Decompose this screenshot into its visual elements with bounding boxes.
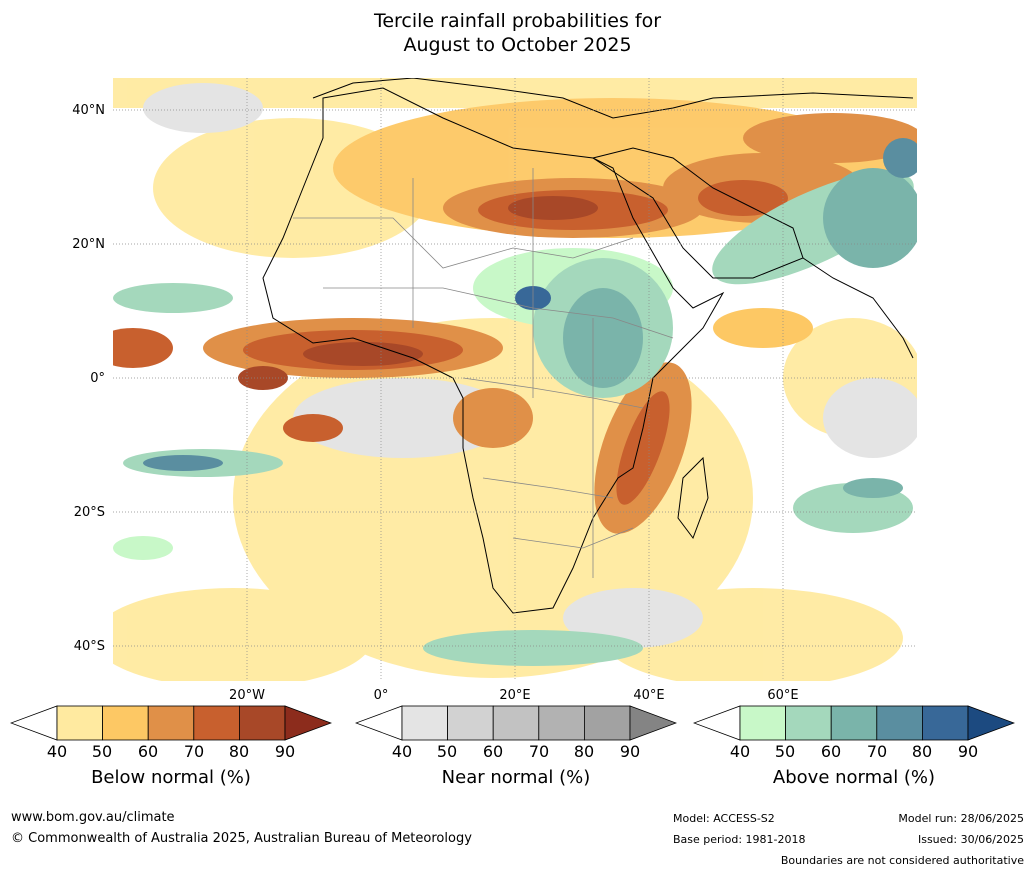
above-normal-tick: 70 [866, 742, 888, 761]
colorbar-low-end [354, 705, 403, 741]
colorbar-swatch [583, 705, 631, 741]
below-normal-tick: 50 [91, 742, 113, 761]
below-normal-tick: 90 [274, 742, 296, 761]
lon-label-20e: 20°E [499, 688, 531, 703]
above-normal-tick: 50 [774, 742, 796, 761]
above-normal-tick: 90 [957, 742, 979, 761]
below-normal-colorbar-swatches [9, 705, 333, 741]
below-normal-tick: 60 [137, 742, 159, 761]
above-normal-tick: 60 [820, 742, 842, 761]
near-normal-tick: 70 [528, 742, 550, 761]
graticule [113, 78, 917, 681]
lat-label-20s: 20°S [73, 505, 105, 520]
lat-label-40s: 40°S [73, 639, 105, 654]
near-normal-colorbar-swatches [354, 705, 678, 741]
colorbar-high-end [629, 705, 678, 741]
above-normal-field [113, 138, 917, 666]
lon-label-20w: 20°W [229, 688, 265, 703]
colorbar-swatch [147, 705, 195, 741]
colorbar-swatch [921, 705, 969, 741]
lon-label-60e: 60°E [767, 688, 799, 703]
below-normal-colorbar [9, 705, 333, 745]
base-period: Base period: 1981-2018 [673, 833, 806, 846]
lat-label-equator: 0° [90, 371, 105, 386]
colorbar-low-end [692, 705, 741, 741]
lon-label-0: 0° [373, 688, 389, 703]
below-normal-tick: 70 [183, 742, 205, 761]
colorbar-swatch [830, 705, 878, 741]
colorbar-swatch [785, 705, 832, 741]
above-normal-tick: 80 [911, 742, 933, 761]
near-normal-field [143, 83, 917, 648]
rainfall-probability-map [113, 78, 917, 681]
above-normal-caption: Above normal (%) [772, 767, 936, 788]
issued-date: Issued: 30/06/2025 [917, 833, 1024, 846]
near-normal-colorbar [354, 705, 678, 745]
colorbar-swatch [538, 705, 585, 741]
colorbar-high-end [284, 705, 333, 741]
colorbar-swatch [238, 705, 286, 741]
colorbar-swatch [401, 705, 448, 741]
above-normal-colorbar-swatches [692, 705, 1016, 741]
model-run-date: Model run: 28/06/2025 [898, 812, 1024, 825]
coastlines [262, 78, 914, 614]
boundaries-note: Boundaries are not considered authoritat… [780, 854, 1024, 867]
lat-label-20n: 20°N [72, 237, 105, 252]
near-normal-tick: 60 [482, 742, 504, 761]
near-normal-tick: 90 [619, 742, 641, 761]
above-normal-tick: 40 [729, 742, 751, 761]
colorbar-swatch [102, 705, 149, 741]
colorbar-high-end [967, 705, 1016, 741]
above-normal-colorbar [692, 705, 1016, 745]
map-title-line2: August to October 2025 [403, 34, 632, 56]
lat-label-40n: 40°N [72, 103, 105, 118]
near-normal-tick: 80 [573, 742, 595, 761]
colorbar-swatch [492, 705, 540, 741]
colorbar-swatch [447, 705, 494, 741]
below-normal-tick: 40 [46, 742, 68, 761]
colorbar-low-end [9, 705, 58, 741]
colorbar-swatch [193, 705, 240, 741]
lon-label-40e: 40°E [633, 688, 665, 703]
below-normal-caption: Below normal (%) [91, 767, 251, 788]
near-normal-caption: Near normal (%) [441, 767, 591, 788]
country-boundaries [293, 168, 674, 578]
near-normal-tick: 40 [391, 742, 413, 761]
below-normal-tick: 80 [228, 742, 250, 761]
colorbar-swatch [56, 705, 103, 741]
model-name: Model: ACCESS-S2 [673, 812, 775, 825]
copyright-text: © Commonwealth of Australia 2025, Austra… [11, 831, 472, 846]
near-normal-tick: 50 [436, 742, 458, 761]
map-title-line1: Tercile rainfall probabilities for [373, 10, 662, 32]
colorbar-swatch [876, 705, 923, 741]
colorbar-swatch [739, 705, 786, 741]
website-link[interactable]: www.bom.gov.au/climate [11, 810, 175, 825]
